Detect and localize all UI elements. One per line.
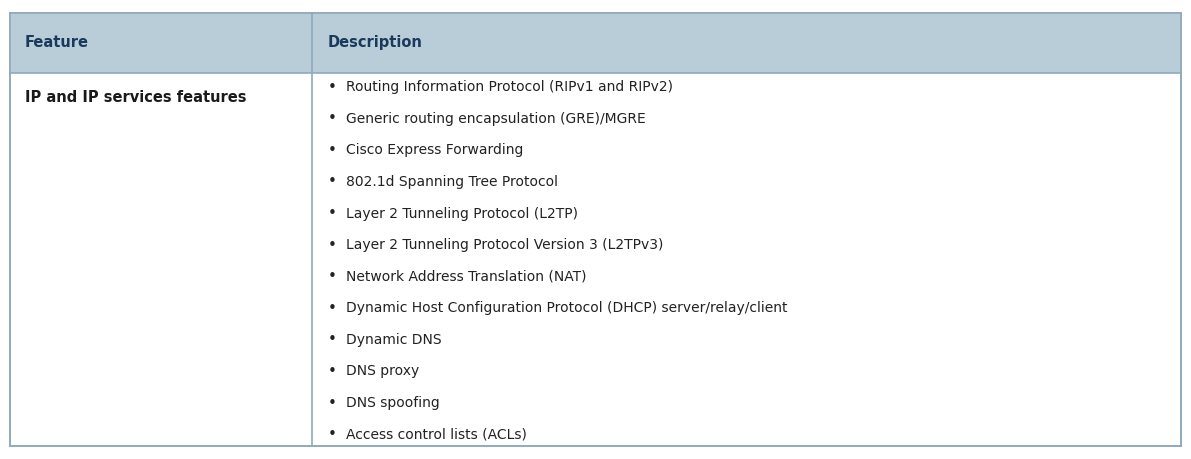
Text: •: • [328,238,336,252]
Text: •: • [328,301,336,316]
Text: •: • [328,364,336,379]
Text: Cisco Express Forwarding: Cisco Express Forwarding [347,143,524,157]
Text: •: • [328,427,336,442]
Text: •: • [328,206,336,221]
Text: •: • [328,143,336,158]
Text: 802.1d Spanning Tree Protocol: 802.1d Spanning Tree Protocol [347,175,559,189]
Text: Dynamic DNS: Dynamic DNS [347,333,442,347]
Text: Layer 2 Tunneling Protocol Version 3 (L2TPv3): Layer 2 Tunneling Protocol Version 3 (L2… [347,238,663,252]
Text: DNS proxy: DNS proxy [347,364,419,379]
Bar [10,13,1181,73]
Text: Access control lists (ACLs): Access control lists (ACLs) [347,428,528,442]
Text: Layer 2 Tunneling Protocol (L2TP): Layer 2 Tunneling Protocol (L2TP) [347,207,579,221]
Text: Description: Description [328,35,423,50]
Text: •: • [328,80,336,95]
Text: Routing Information Protocol (RIPv1 and RIPv2): Routing Information Protocol (RIPv1 and … [347,80,673,94]
Text: Generic routing encapsulation (GRE)/MGRE: Generic routing encapsulation (GRE)/MGRE [347,112,647,126]
Text: Network Address Translation (NAT): Network Address Translation (NAT) [347,270,587,284]
Text: •: • [328,332,336,347]
Text: •: • [328,174,336,190]
Text: •: • [328,111,336,126]
Text: •: • [328,396,336,411]
Text: Feature: Feature [25,35,89,50]
Text: DNS spoofing: DNS spoofing [347,396,441,410]
Text: •: • [328,269,336,284]
Text: IP and IP services features: IP and IP services features [25,90,247,105]
Text: Dynamic Host Configuration Protocol (DHCP) server/relay/client: Dynamic Host Configuration Protocol (DHC… [347,301,788,315]
